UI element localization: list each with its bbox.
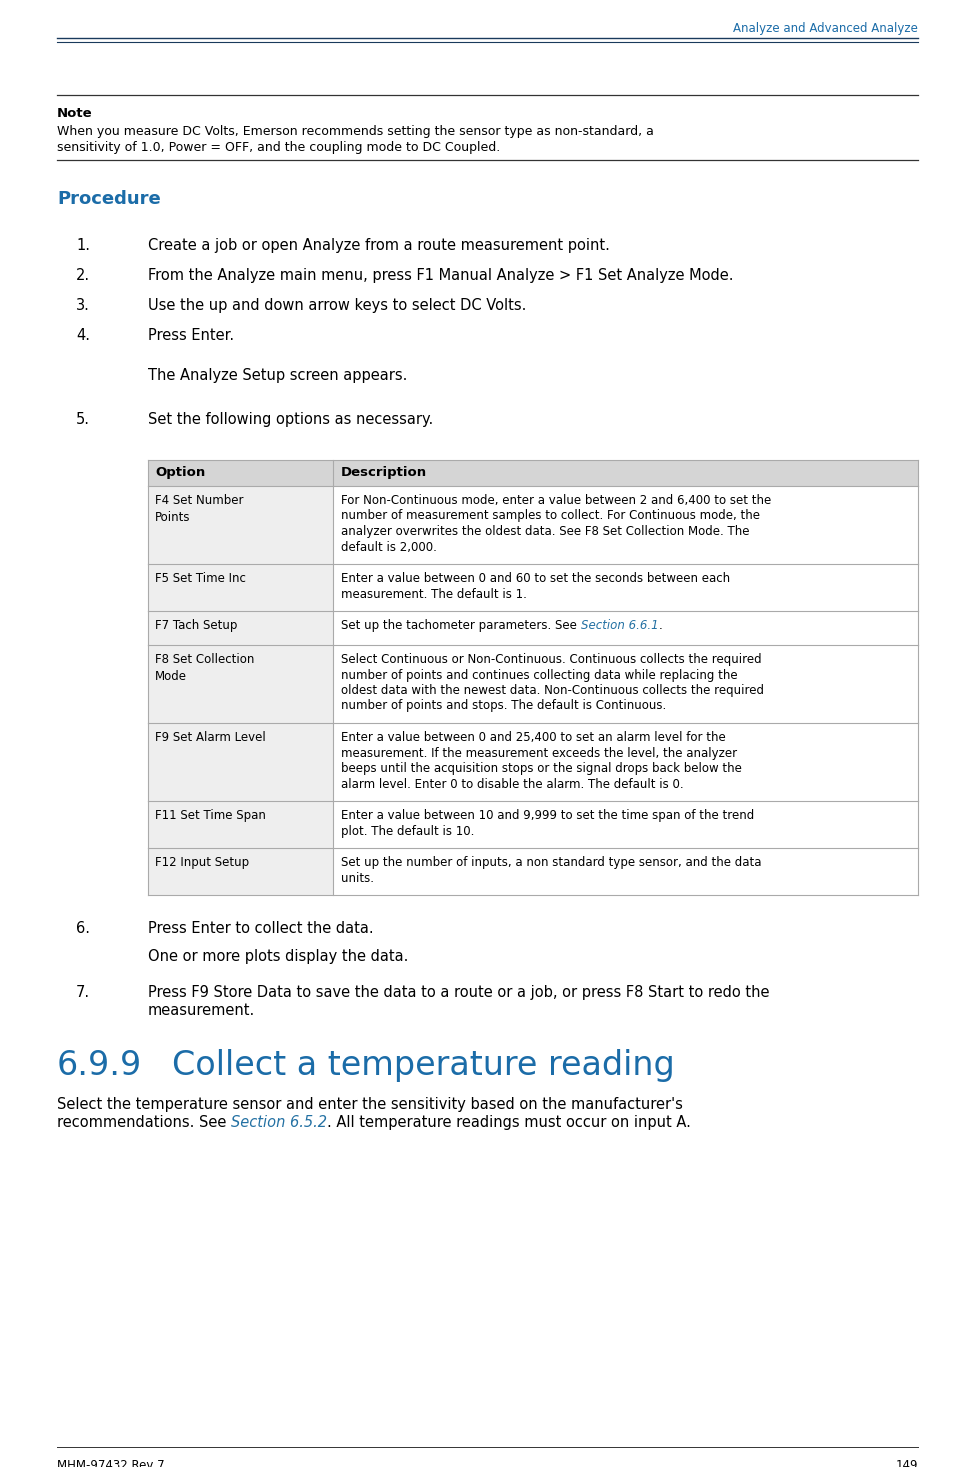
Text: .: .	[658, 619, 662, 632]
Text: measurement. If the measurement exceeds the level, the analyzer: measurement. If the measurement exceeds …	[341, 747, 737, 760]
Text: recommendations. See: recommendations. See	[57, 1115, 231, 1130]
Text: Enter a value between 0 and 25,400 to set an alarm level for the: Enter a value between 0 and 25,400 to se…	[341, 731, 725, 744]
Bar	[333, 645, 918, 723]
Text: 6.9.9: 6.9.9	[57, 1049, 142, 1083]
Text: number of measurement samples to collect. For Continuous mode, the: number of measurement samples to collect…	[341, 509, 760, 522]
Text: 149: 149	[895, 1460, 918, 1467]
Bar	[148, 461, 918, 486]
Text: F11 Set Time Span: F11 Set Time Span	[155, 808, 266, 822]
Text: 3.: 3.	[76, 298, 90, 312]
Text: 6.: 6.	[76, 921, 90, 936]
Text: Select the temperature sensor and enter the sensitivity based on the manufacture: Select the temperature sensor and enter …	[57, 1097, 682, 1112]
Text: Collect a temperature reading: Collect a temperature reading	[172, 1049, 675, 1083]
Bar	[148, 645, 333, 723]
Text: number of points and continues collecting data while replacing the: number of points and continues collectin…	[341, 669, 738, 682]
Text: F7 Tach Setup: F7 Tach Setup	[155, 619, 237, 632]
Text: number of points and stops. The default is Continuous.: number of points and stops. The default …	[341, 700, 666, 713]
Text: 5.: 5.	[76, 412, 90, 427]
Text: When you measure DC Volts, Emerson recommends setting the sensor type as non-sta: When you measure DC Volts, Emerson recom…	[57, 125, 654, 138]
Text: 1.: 1.	[76, 238, 90, 252]
Text: . All temperature readings must occur on input A.: . All temperature readings must occur on…	[327, 1115, 691, 1130]
Text: measurement.: measurement.	[148, 1003, 255, 1018]
Text: Enter a value between 0 and 60 to set the seconds between each: Enter a value between 0 and 60 to set th…	[341, 572, 730, 585]
Text: Note: Note	[57, 107, 93, 120]
Text: Select Continuous or Non-Continuous. Continuous collects the required: Select Continuous or Non-Continuous. Con…	[341, 653, 761, 666]
Bar	[148, 723, 333, 801]
Text: 7.: 7.	[76, 984, 90, 1000]
Text: Enter a value between 10 and 9,999 to set the time span of the trend: Enter a value between 10 and 9,999 to se…	[341, 808, 755, 822]
Bar	[148, 486, 333, 563]
Text: Use the up and down arrow keys to select DC Volts.: Use the up and down arrow keys to select…	[148, 298, 526, 312]
Text: Set the following options as necessary.: Set the following options as necessary.	[148, 412, 433, 427]
Text: F5 Set Time Inc: F5 Set Time Inc	[155, 572, 246, 585]
Text: beeps until the acquisition stops or the signal drops back below the: beeps until the acquisition stops or the…	[341, 761, 742, 775]
Text: F12 Input Setup: F12 Input Setup	[155, 857, 250, 868]
Text: F9 Set Alarm Level: F9 Set Alarm Level	[155, 731, 266, 744]
Bar	[333, 563, 918, 610]
Text: 4.: 4.	[76, 329, 90, 343]
Text: Press F9 Store Data to save the data to a route or a job, or press F8 Start to r: Press F9 Store Data to save the data to …	[148, 984, 769, 1000]
Bar	[333, 486, 918, 563]
Text: From the Analyze main menu, press F1 Manual Analyze > F1 Set Analyze Mode.: From the Analyze main menu, press F1 Man…	[148, 268, 733, 283]
Text: Create a job or open Analyze from a route measurement point.: Create a job or open Analyze from a rout…	[148, 238, 610, 252]
Text: Analyze and Advanced Analyze: Analyze and Advanced Analyze	[733, 22, 918, 35]
Text: 2.: 2.	[76, 268, 90, 283]
Text: oldest data with the newest data. Non-Continuous collects the required: oldest data with the newest data. Non-Co…	[341, 684, 764, 697]
Bar	[333, 723, 918, 801]
Text: Option: Option	[155, 467, 206, 480]
Text: Section 6.5.2: Section 6.5.2	[231, 1115, 327, 1130]
Text: sensitivity of 1.0, Power = OFF, and the coupling mode to DC Coupled.: sensitivity of 1.0, Power = OFF, and the…	[57, 141, 500, 154]
Text: measurement. The default is 1.: measurement. The default is 1.	[341, 587, 526, 600]
Bar	[148, 563, 333, 610]
Text: Set up the tachometer parameters. See: Set up the tachometer parameters. See	[341, 619, 581, 632]
Bar	[148, 801, 333, 848]
Text: Procedure: Procedure	[57, 191, 161, 208]
Text: For Non-Continuous mode, enter a value between 2 and 6,400 to set the: For Non-Continuous mode, enter a value b…	[341, 494, 771, 508]
Text: alarm level. Enter 0 to disable the alarm. The default is 0.: alarm level. Enter 0 to disable the alar…	[341, 778, 683, 791]
Text: F8 Set Collection
Mode: F8 Set Collection Mode	[155, 653, 254, 684]
Text: analyzer overwrites the oldest data. See F8 Set Collection Mode. The: analyzer overwrites the oldest data. See…	[341, 525, 750, 538]
Text: default is 2,000.: default is 2,000.	[341, 540, 437, 553]
Text: One or more plots display the data.: One or more plots display the data.	[148, 949, 409, 964]
Text: Description: Description	[341, 467, 427, 480]
Text: Press Enter to collect the data.: Press Enter to collect the data.	[148, 921, 373, 936]
Bar	[148, 610, 333, 645]
Bar	[333, 610, 918, 645]
Text: Section 6.6.1: Section 6.6.1	[581, 619, 658, 632]
Bar	[333, 801, 918, 848]
Text: Set up the number of inputs, a non standard type sensor, and the data: Set up the number of inputs, a non stand…	[341, 857, 761, 868]
Text: Press Enter.: Press Enter.	[148, 329, 234, 343]
Text: The Analyze Setup screen appears.: The Analyze Setup screen appears.	[148, 368, 408, 383]
Text: F4 Set Number
Points: F4 Set Number Points	[155, 494, 244, 524]
Text: units.: units.	[341, 871, 374, 885]
Bar	[333, 848, 918, 895]
Text: plot. The default is 10.: plot. The default is 10.	[341, 824, 475, 838]
Bar	[148, 848, 333, 895]
Text: MHM-97432 Rev 7: MHM-97432 Rev 7	[57, 1460, 165, 1467]
